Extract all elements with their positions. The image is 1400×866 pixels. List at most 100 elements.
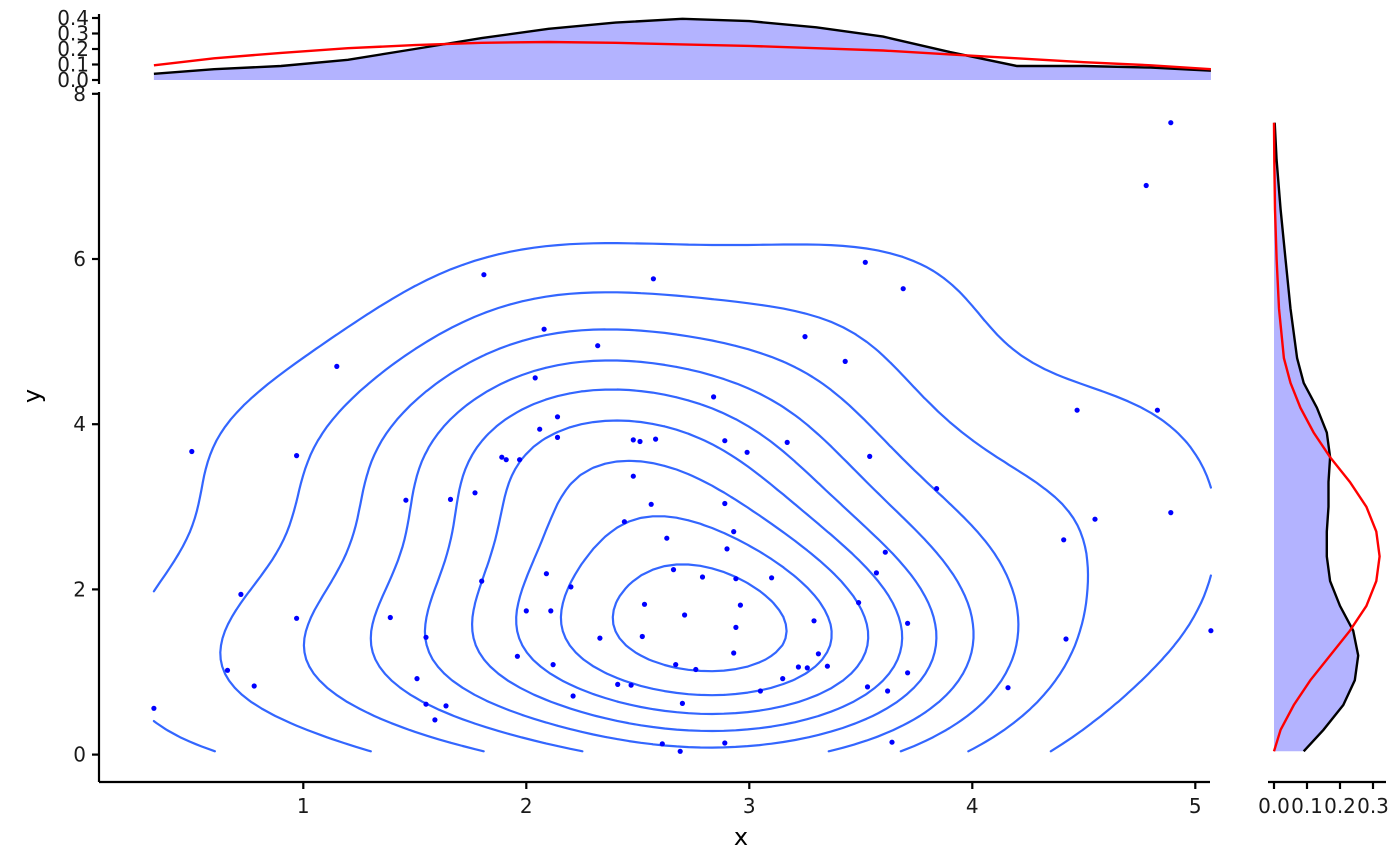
data-point — [811, 618, 817, 624]
top-density-fill — [153, 18, 1211, 80]
y-tick-label: 0 — [73, 743, 86, 767]
data-point — [550, 662, 556, 668]
data-point — [554, 414, 561, 420]
x-tick-label: 5 — [1189, 794, 1202, 818]
data-point — [731, 650, 737, 656]
x-tick-label: 3 — [743, 794, 756, 818]
data-point — [628, 682, 634, 688]
data-point — [639, 633, 645, 640]
data-point — [294, 453, 300, 459]
data-point — [653, 436, 659, 442]
data-point — [900, 286, 906, 292]
data-point — [432, 717, 438, 723]
right-x-tick-label: 0.3 — [1357, 794, 1389, 818]
data-point — [711, 394, 717, 400]
data-point — [804, 665, 810, 671]
data-point — [472, 490, 478, 496]
data-point — [677, 748, 683, 754]
density-contour-line — [559, 515, 833, 697]
density-contour-line — [515, 459, 870, 716]
density-contour-line — [423, 388, 938, 749]
x-tick-label: 2 — [520, 794, 533, 818]
density-contours — [152, 242, 1212, 753]
top-y-tick-label: 0.1 — [57, 53, 89, 77]
data-point — [523, 608, 529, 614]
data-point — [780, 676, 786, 682]
data-point — [731, 529, 737, 535]
data-point — [867, 453, 873, 459]
data-point — [842, 358, 848, 364]
data-point — [650, 276, 657, 282]
data-point — [722, 740, 728, 746]
top-y-tick-label: 0.0 — [57, 68, 89, 92]
data-point — [543, 571, 550, 577]
data-point — [1005, 685, 1011, 691]
data-point — [514, 653, 521, 659]
data-point — [873, 570, 880, 576]
density-contour-line — [611, 563, 788, 673]
right-marginal-density: 0.0 0.1 0.2 0.3 — [1258, 122, 1389, 818]
data-point — [630, 473, 636, 479]
data-point — [1143, 182, 1149, 189]
main-scatter-panel: 1 2 3 4 5 0 2 4 6 8 x y — [18, 82, 1214, 851]
data-point — [1063, 636, 1069, 642]
data-point — [679, 700, 686, 707]
right-x-tick-label: 0.0 — [1258, 794, 1290, 818]
data-point — [517, 457, 523, 463]
data-point — [744, 449, 750, 455]
data-point — [537, 426, 543, 432]
data-point — [784, 439, 790, 445]
data-point — [856, 600, 862, 606]
data-point — [414, 676, 420, 682]
data-point — [648, 501, 654, 507]
density-contour-line — [471, 419, 904, 733]
data-point — [722, 500, 728, 507]
data-point — [699, 574, 706, 580]
data-point — [1092, 516, 1098, 522]
data-point — [1168, 509, 1174, 516]
top-normal-fit-line — [153, 40, 1211, 71]
data-point — [795, 664, 802, 670]
data-point — [423, 634, 429, 640]
data-point — [673, 662, 679, 668]
data-point — [882, 549, 888, 555]
y-tick-label: 4 — [73, 412, 86, 436]
data-point — [189, 448, 195, 455]
data-point — [724, 546, 730, 552]
y-axis-title: y — [18, 389, 46, 403]
data-point — [403, 497, 409, 503]
data-point — [294, 615, 300, 621]
data-point — [815, 651, 822, 657]
data-point — [630, 437, 636, 443]
data-point — [905, 670, 911, 676]
data-point — [443, 703, 449, 709]
data-point — [802, 334, 808, 340]
y-tick-label: 6 — [73, 247, 86, 271]
data-point — [737, 602, 744, 608]
data-point — [238, 591, 244, 598]
data-point — [621, 519, 628, 525]
data-point — [670, 567, 677, 573]
data-point — [481, 272, 487, 278]
main-axes: 1 2 3 4 5 0 2 4 6 8 — [73, 82, 1210, 818]
x-tick-label: 1 — [297, 794, 310, 818]
top-marginal-density: 0.40.30.20.10.0 — [57, 6, 1211, 92]
data-point — [568, 584, 574, 590]
data-point — [862, 259, 868, 265]
top-density-line — [153, 17, 1211, 75]
data-point — [503, 457, 509, 463]
data-point — [554, 434, 561, 440]
right-x-tick-label: 0.1 — [1291, 794, 1323, 818]
data-point — [885, 688, 891, 694]
x-axis-title: x — [734, 823, 748, 851]
density-contour-line — [152, 242, 1212, 753]
scatter-points — [151, 120, 1214, 754]
data-point — [1074, 407, 1080, 413]
data-point — [532, 375, 538, 381]
data-point — [334, 363, 340, 369]
data-point — [1168, 120, 1174, 126]
data-point — [541, 326, 547, 332]
data-point — [757, 688, 764, 694]
data-point — [934, 486, 940, 492]
